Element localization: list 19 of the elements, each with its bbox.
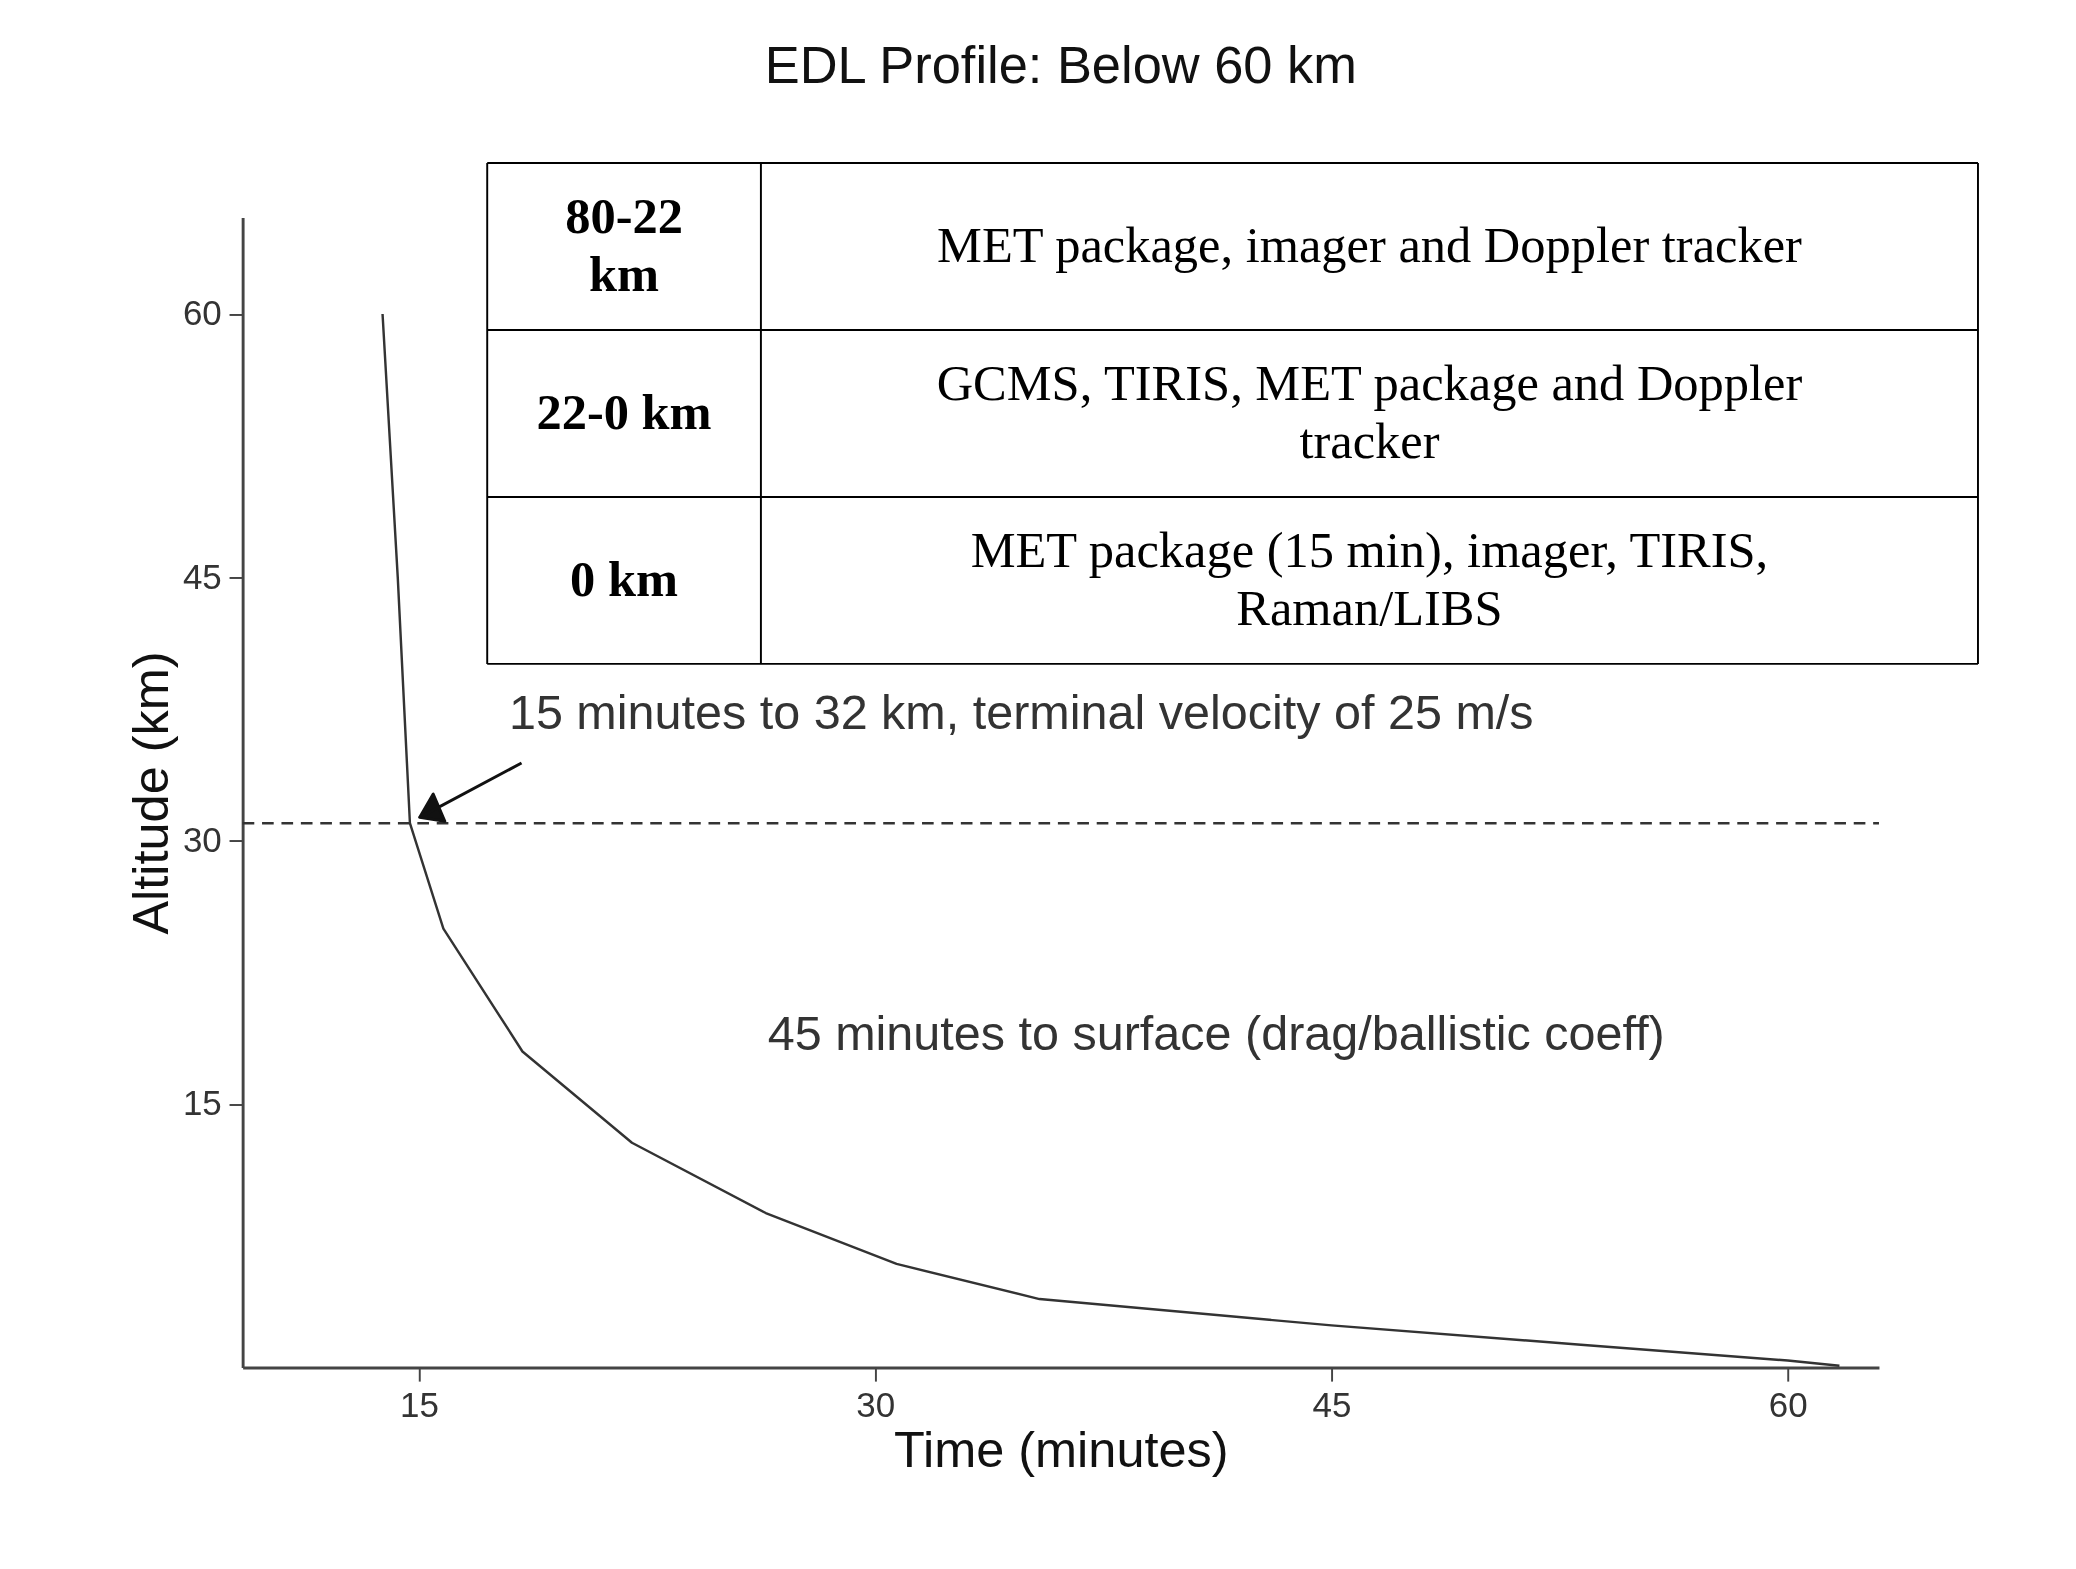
y-tick-label: 15: [182, 1083, 222, 1123]
annotation: 80-22 km: [565, 187, 683, 303]
chart-title: EDL Profile: Below 60 km: [764, 36, 1357, 95]
x-tick-label: 15: [400, 1384, 439, 1424]
annotation: MET package, imager and Doppler tracker: [937, 217, 1803, 274]
annotation: 0 km: [570, 550, 679, 607]
annotation: MET package (15 min), imager, TIRIS, Raman/LIBS: [970, 521, 1769, 637]
x-tick-label: 45: [1312, 1384, 1352, 1424]
y-tick-label: 30: [182, 819, 222, 859]
y-tick-label: 45: [182, 556, 222, 596]
annotation: 15 minutes to 32 km, terminal velocity of 25 m/s: [508, 685, 1534, 740]
y-axis-title: Altitude (km): [122, 651, 180, 935]
y-tick-label: 60: [182, 293, 222, 333]
x-tick-label: 60: [1768, 1384, 1808, 1424]
annotation: 45 minutes to surface (drag/ballistic coeff): [767, 1006, 1665, 1061]
annotation: GCMS, TIRIS, MET package and Doppler tracker: [936, 354, 1803, 470]
x-tick-label: 30: [856, 1384, 896, 1424]
x-axis-title: Time (minutes): [894, 1421, 1229, 1479]
annotation: 22-0 km: [536, 384, 712, 441]
